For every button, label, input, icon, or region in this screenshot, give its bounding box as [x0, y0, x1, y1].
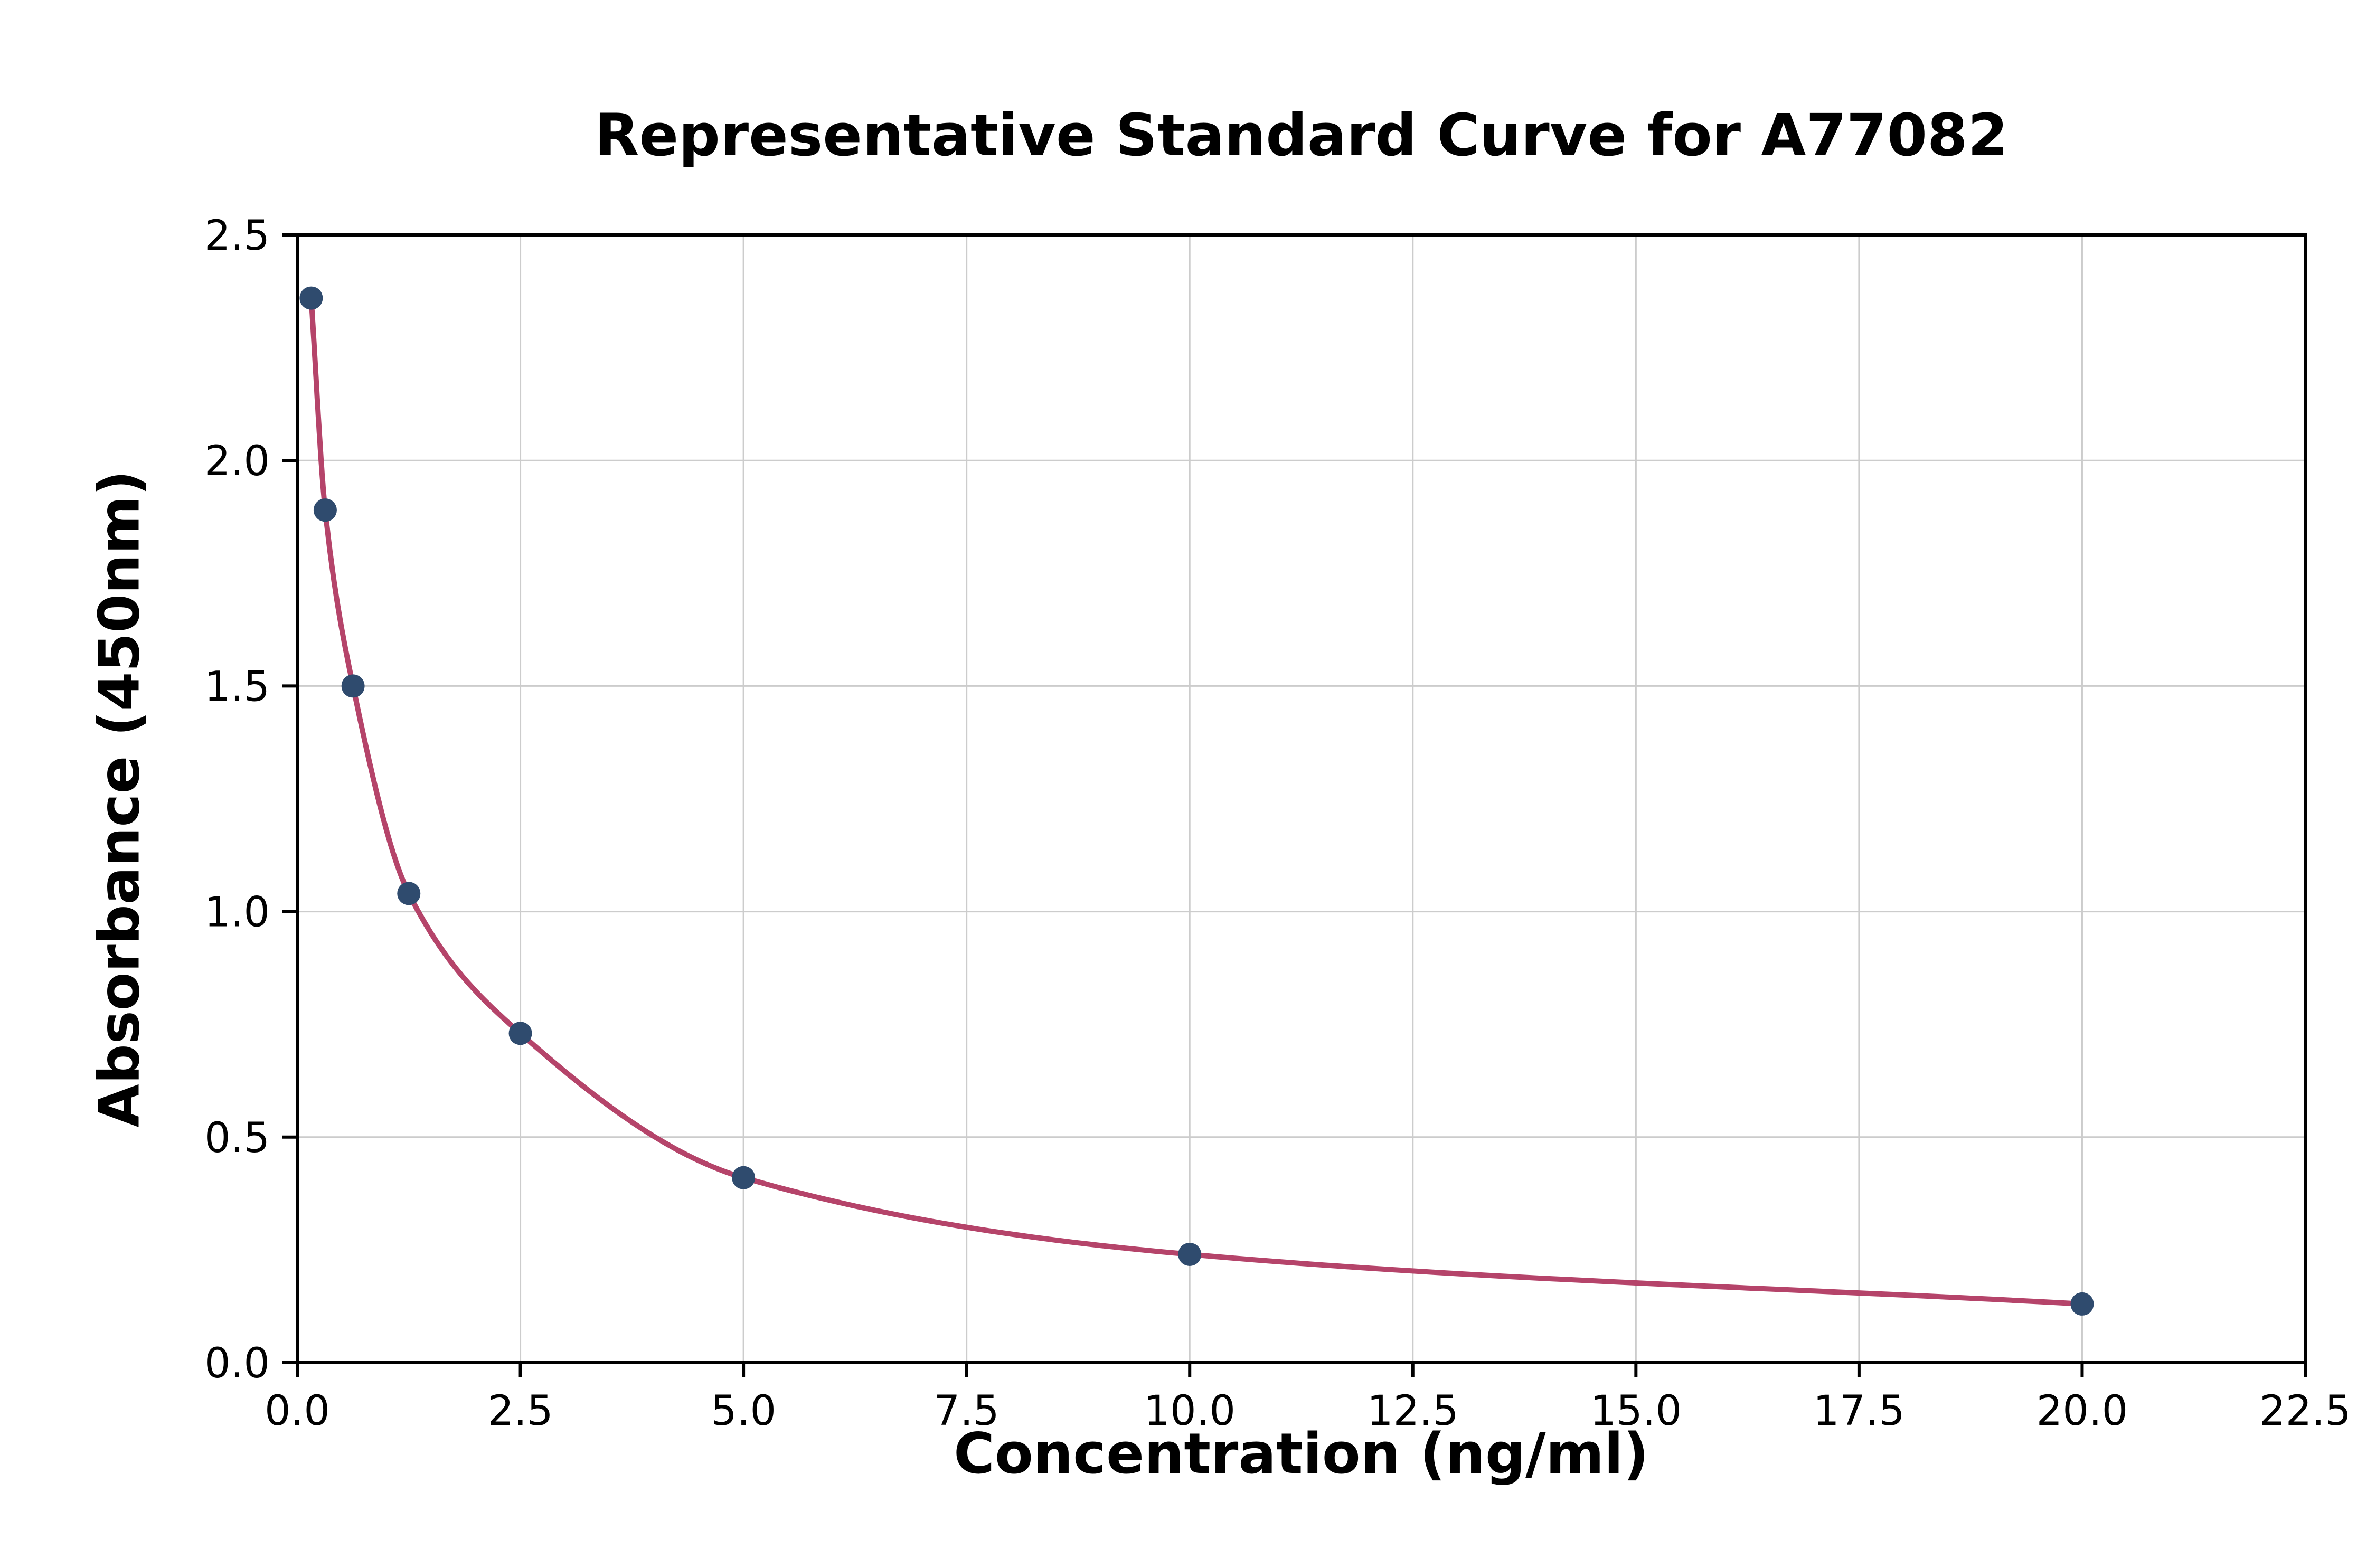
x-tick-label: 7.5: [934, 1387, 1000, 1435]
x-tick-label: 20.0: [2036, 1387, 2128, 1435]
data-point: [732, 1166, 756, 1189]
data-point: [397, 882, 421, 905]
data-point: [313, 498, 337, 522]
x-tick-label: 2.5: [488, 1387, 553, 1435]
data-point: [299, 286, 323, 310]
x-axis-label: Concentration (ng/ml): [954, 1421, 1649, 1486]
x-tick-label: 5.0: [711, 1387, 776, 1435]
x-tick-label: 0.0: [265, 1387, 330, 1435]
y-axis-label: Absorbance (450nm): [87, 470, 152, 1128]
chart-title: Representative Standard Curve for A77082: [594, 101, 2009, 169]
x-tick-label: 10.0: [1144, 1387, 1236, 1435]
x-tick-label: 15.0: [1590, 1387, 1682, 1435]
y-tick-label: 1.0: [204, 889, 270, 937]
x-tick-label: 12.5: [1367, 1387, 1459, 1435]
y-tick-label: 0.0: [204, 1340, 270, 1387]
x-tick-label: 22.5: [2259, 1387, 2351, 1435]
data-point: [2070, 1292, 2094, 1316]
fit-curve: [308, 295, 2085, 1307]
y-tick-label: 2.0: [204, 438, 270, 485]
data-point: [508, 1022, 532, 1045]
y-tick-label: 0.5: [204, 1114, 270, 1162]
x-tick-label: 17.5: [1813, 1387, 1905, 1435]
plot-border: [296, 233, 2307, 1364]
y-tick-label: 2.5: [204, 212, 270, 260]
data-point: [1178, 1242, 1202, 1266]
data-point: [341, 674, 365, 698]
y-tick-label: 1.5: [204, 663, 270, 711]
